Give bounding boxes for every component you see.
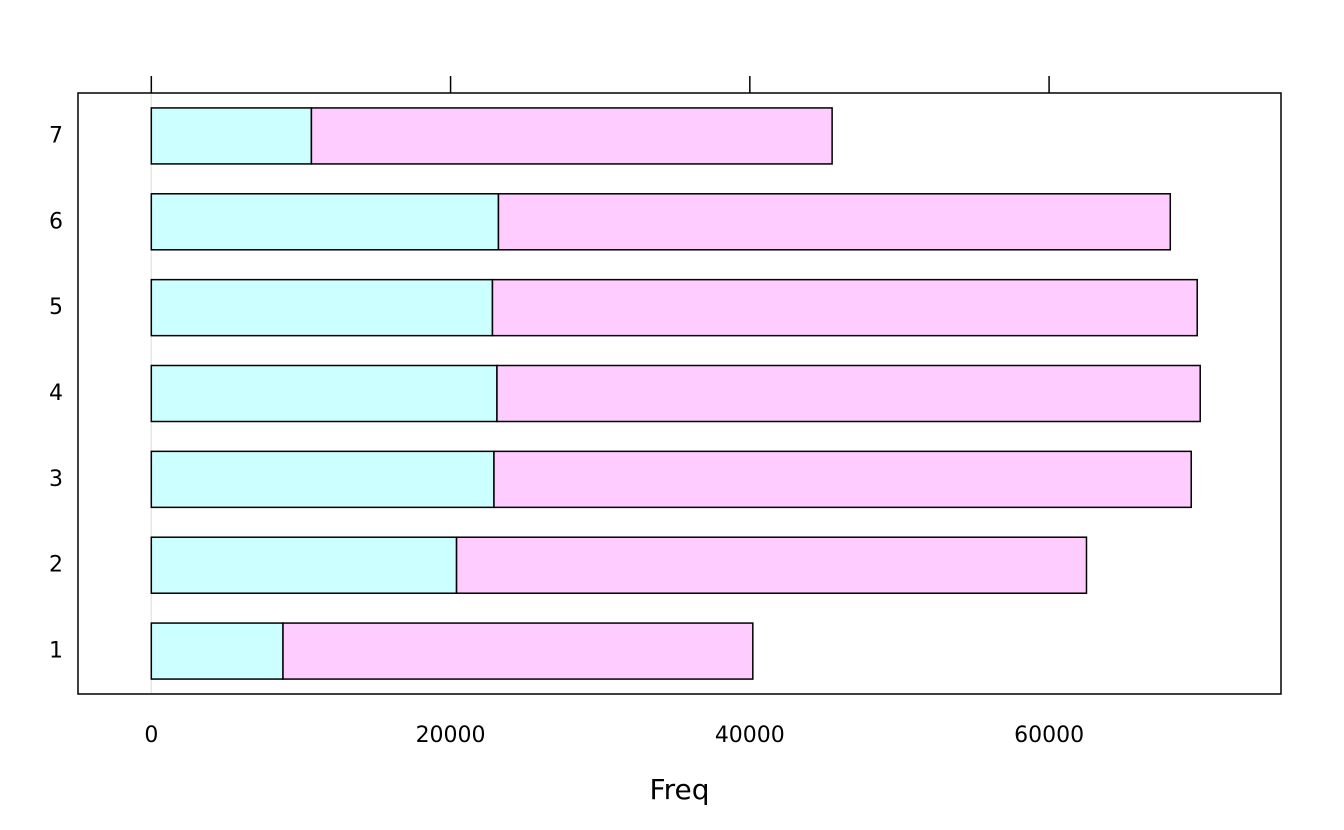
bar-1-segment-1	[150, 622, 284, 680]
y-axis-tick-labels: 1 2 3 4 5 6 7	[49, 123, 63, 663]
bar-5-segment-2	[491, 278, 1198, 337]
bar-7-segment-1	[150, 107, 313, 165]
x-tick-label: 20000	[416, 723, 486, 748]
bar-2-segment-2	[455, 536, 1088, 594]
bar-3-segment-1	[150, 450, 495, 509]
x-axis-top-ticks	[150, 76, 1050, 93]
bar-3-segment-2	[493, 450, 1192, 509]
bar-5-segment-1	[150, 278, 494, 337]
bar-4-segment-1	[150, 364, 498, 423]
y-tick-label: 1	[49, 639, 63, 664]
bar-1-segment-2	[282, 622, 754, 680]
bar-4-segment-2	[496, 364, 1201, 423]
y-tick-label: 6	[49, 209, 63, 234]
bar-7-segment-2	[310, 107, 833, 165]
bar-6-segment-2	[497, 193, 1172, 251]
bar-2-segment-1	[150, 536, 458, 594]
x-tick-label: 0	[144, 723, 158, 748]
y-tick-label: 5	[49, 295, 63, 320]
bar-group	[150, 107, 1201, 680]
bar-6-segment-1	[150, 193, 500, 251]
y-tick-label: 4	[49, 381, 63, 406]
x-axis-title: Freq	[650, 773, 710, 806]
x-tick-label: 40000	[715, 723, 785, 748]
x-axis-bottom-tick-labels: 0 20000 40000 60000	[144, 723, 1084, 748]
y-tick-label: 2	[49, 553, 63, 578]
x-tick-label: 60000	[1014, 723, 1084, 748]
plot-panel-border	[77, 92, 1282, 695]
y-tick-label: 7	[49, 123, 63, 148]
y-tick-label: 3	[49, 467, 63, 492]
